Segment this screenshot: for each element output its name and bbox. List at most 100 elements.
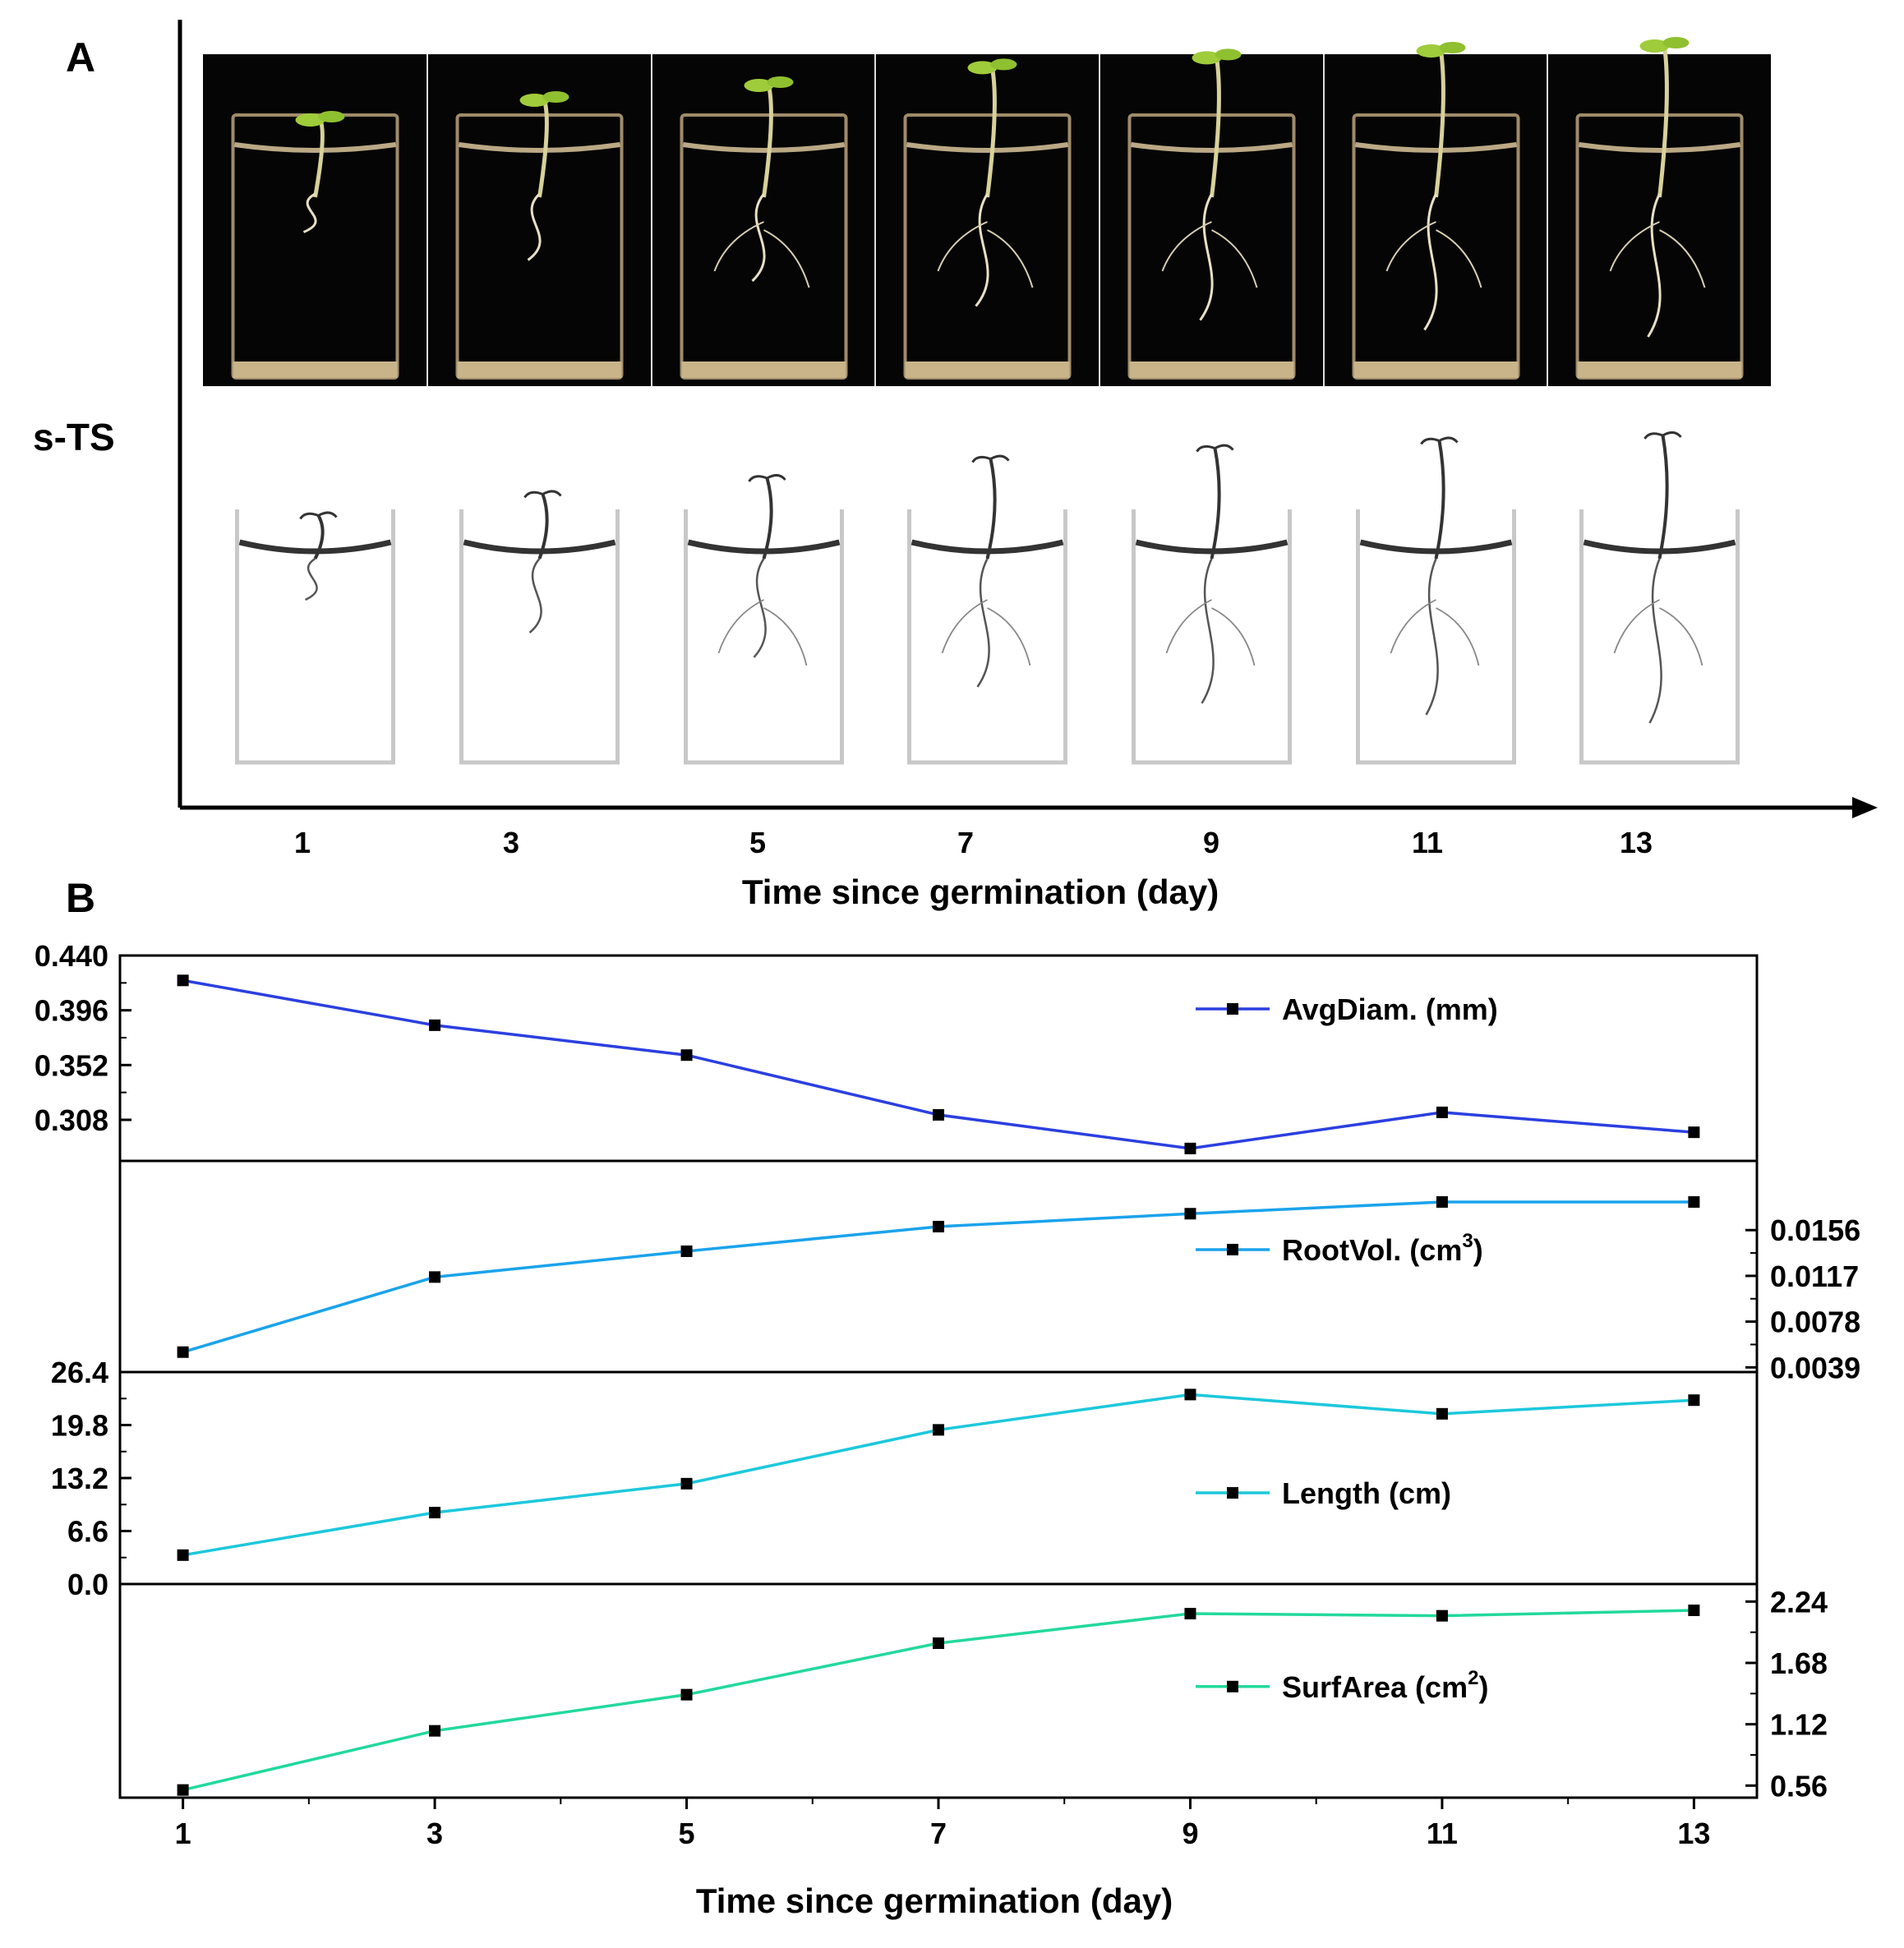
photo-leaf (990, 58, 1017, 71)
photo-container-base (233, 362, 398, 378)
photo-mesh (1131, 142, 1293, 153)
photo-panels (231, 37, 1744, 386)
y-tick-label: 0.308 (35, 1103, 108, 1137)
sketch-root (1201, 558, 1215, 704)
x-tick-label: 5 (679, 1817, 695, 1850)
x-tick-label: 11 (1427, 1817, 1458, 1850)
x-tick-label: 3 (426, 1817, 443, 1850)
y-tick-label: 0.56 (1770, 1769, 1828, 1803)
data-point (177, 1784, 189, 1796)
y-tick-label: 26.4 (51, 1356, 108, 1389)
sketch-leaf (748, 474, 786, 482)
sketch-mesh (463, 539, 616, 555)
sketch-lateral-root (1390, 599, 1436, 654)
photo-lateral-root (1385, 221, 1436, 272)
y-tick-label: 0.440 (35, 939, 108, 973)
sketch-root (304, 557, 318, 601)
photo-lateral-root (1436, 229, 1482, 288)
sketch-container (907, 509, 1067, 765)
sketch-panels (235, 431, 1740, 765)
data-point (1688, 1394, 1700, 1407)
legend-marker (1227, 1003, 1238, 1015)
photo-root (751, 193, 766, 283)
photo-mesh (1579, 142, 1740, 153)
sketch-mesh (1135, 539, 1289, 555)
photo-lateral-root (763, 229, 810, 288)
photo-leaf (967, 61, 998, 75)
photo-container-base (681, 362, 846, 378)
data-point (933, 1424, 944, 1436)
photo-leaf (295, 113, 325, 127)
photo-leaf (1192, 51, 1222, 65)
photo-container-base (457, 362, 622, 378)
day-label: 3 (503, 826, 519, 859)
sketch-stem (1657, 435, 1669, 560)
panel-a-x-label: Time since germination (day) (742, 873, 1219, 911)
y-tick-label: 0.0 (67, 1568, 108, 1601)
y-tick-label: 0.0039 (1770, 1351, 1860, 1384)
sketch-leaf (1644, 431, 1682, 440)
photo-mesh (234, 142, 396, 153)
sketch-stem (762, 477, 773, 560)
sketch-container (1356, 509, 1516, 765)
photo-lateral-root (1659, 229, 1706, 288)
sketch-mesh (911, 539, 1064, 555)
sketch-stem (313, 514, 325, 560)
x-tick-label: 13 (1677, 1817, 1710, 1850)
data-point (429, 1725, 441, 1737)
sketch-lateral-root (1165, 599, 1212, 654)
sketch-root (753, 558, 767, 658)
panel-a-label: A (66, 35, 95, 81)
day-label: 1 (294, 826, 311, 859)
photo-container-base (1577, 362, 1742, 378)
photo-mesh (459, 142, 620, 153)
sketch-stem (1434, 440, 1445, 560)
data-point (933, 1220, 944, 1232)
photo-root (975, 193, 989, 307)
sketch-lateral-root (717, 599, 764, 654)
photo-root (302, 192, 317, 233)
photo-leaf (744, 79, 774, 92)
legend-label: RootVol. (cm3) (1282, 1230, 1483, 1267)
sketch-leaf (523, 490, 562, 499)
data-point (429, 1271, 441, 1283)
sketch-root (976, 558, 990, 688)
sketch-root (528, 558, 542, 633)
photo-lateral-root (1161, 221, 1212, 272)
sketch-mesh (238, 539, 392, 555)
data-point (1436, 1407, 1448, 1420)
data-point (1688, 1605, 1700, 1616)
day-label: 7 (957, 826, 974, 859)
data-point (429, 1019, 441, 1031)
panel-a-x-arrow (1852, 797, 1878, 818)
sketch-container (459, 509, 620, 765)
photo-lateral-root (987, 229, 1034, 288)
sketch-leaf (299, 511, 338, 520)
sketch-lateral-root (1436, 607, 1480, 666)
day-label: 11 (1412, 826, 1443, 859)
data-point (177, 1549, 189, 1561)
y-tick-label: 0.396 (35, 994, 108, 1028)
legend-label: AvgDiam. (mm) (1282, 992, 1498, 1026)
y-tick-label: 13.2 (51, 1462, 108, 1495)
data-point (1184, 1208, 1196, 1220)
photo-mesh (906, 142, 1068, 153)
sketch-root (1425, 558, 1439, 716)
photo-leaf (1439, 42, 1466, 53)
y-tick-label: 2.24 (1770, 1585, 1828, 1619)
photo-root (1647, 193, 1662, 338)
series-line (182, 1393, 1694, 1557)
panel-b-label: B (66, 875, 95, 921)
y-tick-label: 0.352 (35, 1048, 108, 1082)
photo-lateral-root (1211, 229, 1258, 288)
x-tick-label: 9 (1182, 1817, 1198, 1850)
photo-leaf (1662, 37, 1690, 48)
sketch-leaf (971, 454, 1010, 463)
photo-stem (537, 99, 549, 198)
sketch-root (1648, 558, 1662, 724)
photo-leaf (767, 76, 794, 88)
photo-root (527, 192, 542, 261)
photo-stem (762, 85, 773, 198)
chart-panel: 0.308 0.352 0.396 0.440 AvgDiam. (mm) (35, 939, 1700, 1154)
